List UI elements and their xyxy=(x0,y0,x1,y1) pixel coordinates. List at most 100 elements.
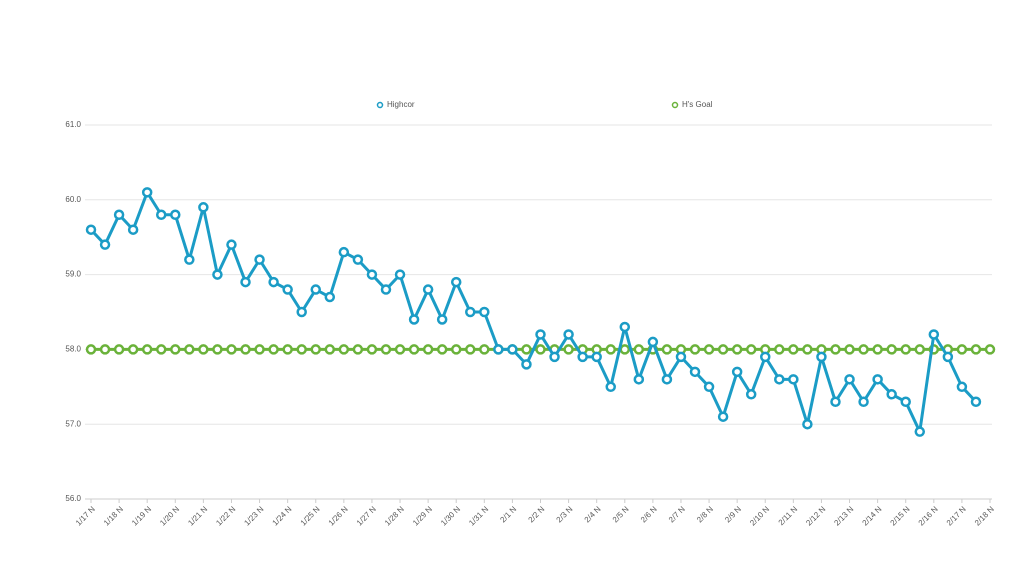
data-point xyxy=(774,344,785,355)
data-point xyxy=(900,396,911,408)
x-tick-label: 1/25 N xyxy=(299,504,322,527)
data-point xyxy=(605,344,616,355)
data-point xyxy=(408,344,420,355)
x-tick-label: 2/10 N xyxy=(748,504,771,527)
data-point xyxy=(591,351,602,363)
data-point xyxy=(633,344,645,355)
data-point xyxy=(198,202,209,213)
data-point xyxy=(155,344,167,355)
data-point xyxy=(184,254,195,265)
data-point xyxy=(619,344,631,355)
data-point xyxy=(240,276,251,288)
data-point xyxy=(914,344,926,355)
data-point xyxy=(521,359,532,370)
data-point xyxy=(338,344,350,355)
x-tick-label: 2/7 N xyxy=(667,504,687,524)
data-point xyxy=(422,284,434,295)
x-tick-label: 1/24 N xyxy=(271,504,294,527)
data-point xyxy=(268,276,279,288)
x-tick-label: 1/28 N xyxy=(383,504,406,527)
data-point xyxy=(830,396,841,408)
data-point xyxy=(436,314,448,325)
x-tick-label: 1/19 N xyxy=(130,504,153,527)
x-tick-label: 2/15 N xyxy=(889,504,912,527)
data-point xyxy=(324,344,336,355)
data-point xyxy=(535,344,546,355)
data-point xyxy=(380,344,392,355)
data-point xyxy=(830,344,841,355)
data-point xyxy=(198,344,209,355)
x-tick-label: 1/30 N xyxy=(439,504,462,527)
x-tick-label: 2/12 N xyxy=(804,504,827,527)
data-point xyxy=(928,329,940,340)
data-point xyxy=(788,344,799,355)
data-point xyxy=(282,344,293,355)
x-tick-label: 1/27 N xyxy=(355,504,378,527)
x-tick-label: 2/13 N xyxy=(832,504,855,527)
data-point xyxy=(745,389,757,400)
data-point xyxy=(900,344,911,355)
data-point xyxy=(450,344,462,355)
data-point xyxy=(479,344,490,355)
data-point xyxy=(366,344,378,355)
data-point xyxy=(703,344,715,355)
data-point xyxy=(212,344,223,355)
data-point xyxy=(647,336,659,348)
data-point xyxy=(661,344,673,355)
data-point xyxy=(914,426,926,437)
data-point xyxy=(141,187,153,198)
data-point xyxy=(535,329,546,340)
data-point xyxy=(872,374,883,385)
data-point xyxy=(689,366,701,378)
y-tick-label: 58.0 xyxy=(65,345,81,354)
x-tick-label: 1/23 N xyxy=(242,504,265,527)
x-tick-label: 2/18 N xyxy=(973,504,996,527)
x-tick-label: 2/16 N xyxy=(917,504,940,527)
data-point xyxy=(858,344,869,355)
data-point xyxy=(493,344,504,355)
x-tick-label: 1/31 N xyxy=(467,504,490,527)
data-point xyxy=(85,344,97,355)
data-point xyxy=(970,344,982,355)
data-point xyxy=(577,351,588,363)
data-point xyxy=(85,224,97,235)
data-point xyxy=(844,344,855,355)
data-point xyxy=(366,269,378,280)
x-tick-label: 2/5 N xyxy=(611,504,631,524)
data-point xyxy=(788,374,799,385)
data-point xyxy=(844,374,855,385)
data-point xyxy=(113,209,125,221)
data-point xyxy=(703,381,715,393)
x-tick-label: 1/20 N xyxy=(158,504,181,527)
x-tick-label: 2/9 N xyxy=(723,504,743,524)
x-tick-label: 2/11 N xyxy=(777,504,800,527)
data-point xyxy=(661,374,673,385)
data-point xyxy=(127,224,139,235)
data-point xyxy=(872,344,883,355)
data-point xyxy=(549,351,560,363)
data-point xyxy=(675,351,687,363)
data-point xyxy=(254,344,265,355)
data-point xyxy=(507,344,518,355)
data-point xyxy=(984,344,996,355)
data-point xyxy=(212,269,223,280)
legend-label: Highcor xyxy=(387,100,415,109)
x-tick-label: 2/8 N xyxy=(695,504,715,524)
x-tick-label: 2/3 N xyxy=(555,504,575,524)
data-point xyxy=(731,344,743,355)
data-point xyxy=(774,374,785,385)
data-point xyxy=(745,344,757,355)
x-tick-label: 2/1 N xyxy=(498,504,518,524)
data-point xyxy=(268,344,279,355)
data-point xyxy=(254,254,265,265)
data-point xyxy=(450,276,462,288)
x-tick-label: 2/2 N xyxy=(527,504,547,524)
data-point xyxy=(296,306,307,318)
data-point xyxy=(731,366,743,378)
data-point xyxy=(689,344,701,355)
data-point xyxy=(324,291,336,303)
series-line xyxy=(89,190,978,434)
data-point xyxy=(282,284,293,295)
x-tick-label: 2/17 N xyxy=(945,504,968,527)
data-point xyxy=(155,209,167,221)
